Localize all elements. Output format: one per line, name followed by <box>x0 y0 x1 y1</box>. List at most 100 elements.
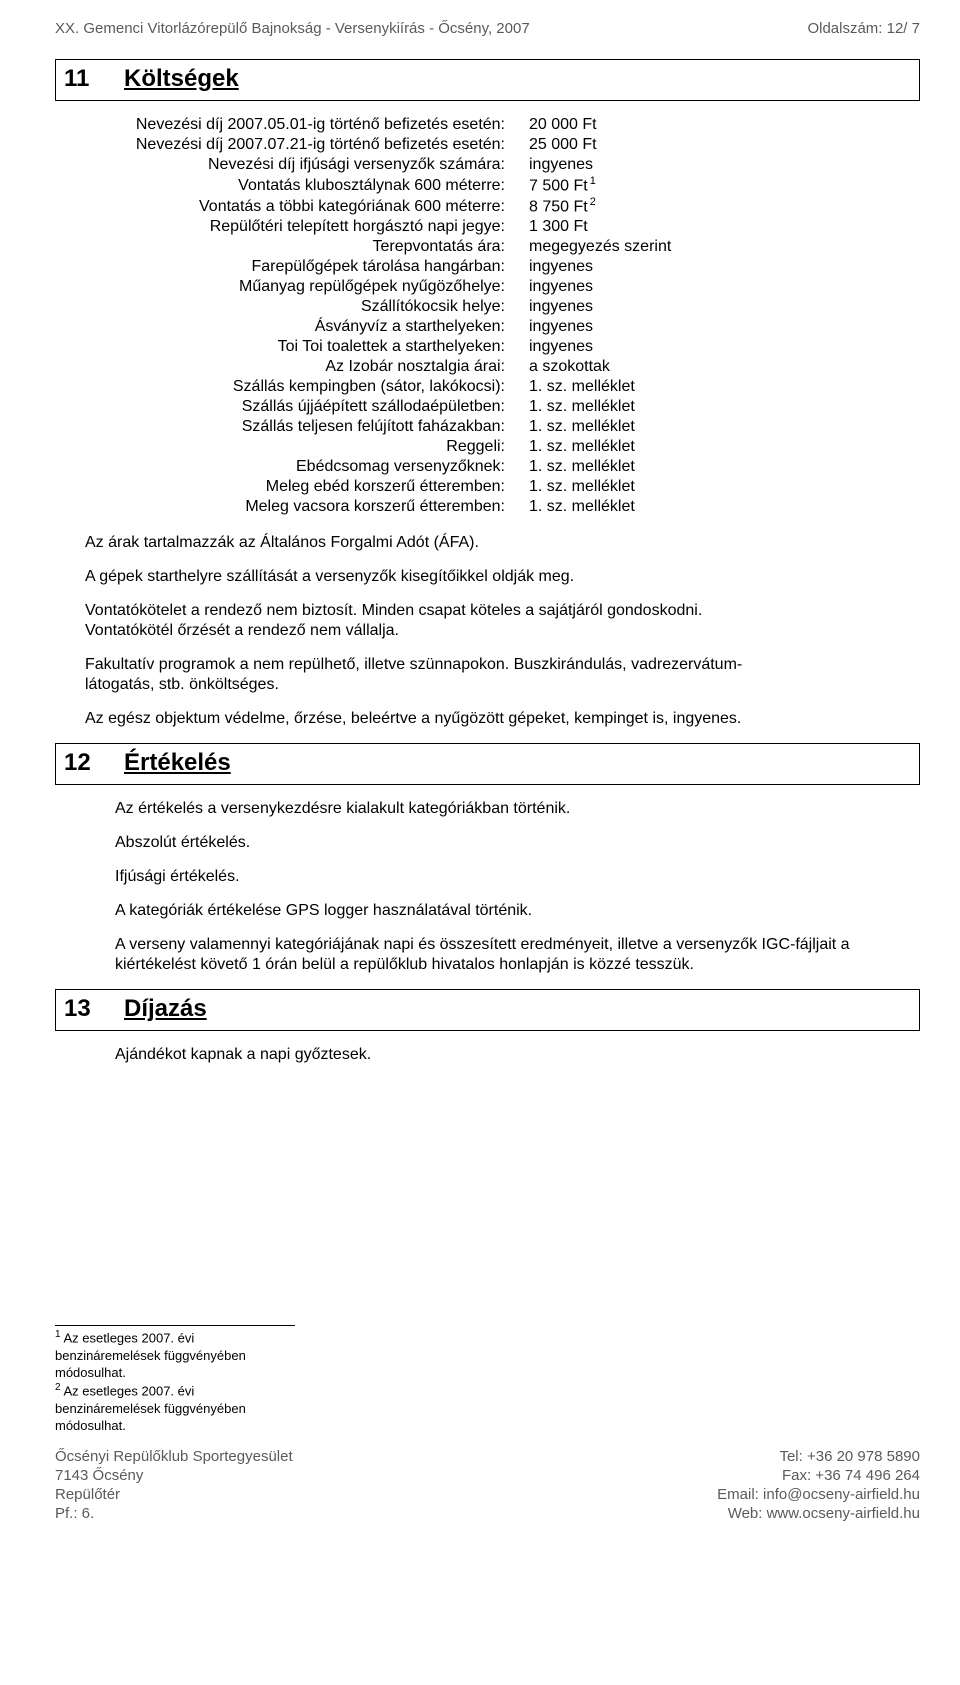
cost-row: Ásványvíz a starthelyeken:ingyenes <box>85 317 920 337</box>
s12-p5: A verseny valamennyi kategóriájának napi… <box>115 935 920 975</box>
footer-left-3: Repülőtér <box>55 1486 293 1505</box>
cost-row: Farepülőgépek tárolása hangárban:ingyene… <box>85 257 920 277</box>
cost-value: a szokottak <box>529 357 729 377</box>
cost-value: 20 000 Ft <box>529 115 729 135</box>
cost-label: Műanyag repülőgépek nyűgözőhelye: <box>85 277 529 297</box>
cost-label: Terepvontatás ára: <box>85 237 529 257</box>
cost-row: Vontatás a többi kategóriának 600 méterr… <box>85 196 920 217</box>
cost-row: Repülőtéri telepített horgásztó napi jeg… <box>85 217 920 237</box>
cost-row: Szállás újjáépített szállodaépületben:1.… <box>85 397 920 417</box>
cost-value: 1. sz. melléklet <box>529 377 729 397</box>
cost-value: 1. sz. melléklet <box>529 497 729 517</box>
cost-label: Meleg ebéd korszerű étteremben: <box>85 477 529 497</box>
cost-value: 1. sz. melléklet <box>529 437 729 457</box>
cost-row: Toi Toi toalettek a starthelyeken:ingyen… <box>85 337 920 357</box>
cost-value: 1. sz. melléklet <box>529 477 729 497</box>
section-12-num: 12 <box>64 748 124 778</box>
s12-p2: Abszolút értékelés. <box>115 833 920 853</box>
cost-label: Meleg vacsora korszerű étteremben: <box>85 497 529 517</box>
section-11-title: Költségek <box>124 64 239 94</box>
footer-right: Tel: +36 20 978 5890 Fax: +36 74 496 264… <box>717 1448 920 1523</box>
section-13-title: Díjazás <box>124 994 207 1024</box>
paragraph-vedelm: Az egész objektum védelme, őrzése, beleé… <box>85 709 920 729</box>
s12-p1: Az értékelés a versenykezdésre kialakult… <box>115 799 920 819</box>
section-11-num: 11 <box>64 64 124 94</box>
paragraph-kotel2: Vontatókötél őrzését a rendező nem válla… <box>85 621 920 641</box>
cost-value: ingyenes <box>529 337 729 357</box>
cost-value: megegyezés szerint <box>529 237 729 257</box>
cost-label: Reggeli: <box>85 437 529 457</box>
cost-value: 7 500 Ft1 <box>529 175 729 196</box>
cost-value: ingyenes <box>529 155 729 175</box>
footnote-2: 2 Az esetleges 2007. évi benzináremelése… <box>55 1381 295 1434</box>
cost-row: Meleg vacsora korszerű étteremben:1. sz.… <box>85 497 920 517</box>
cost-label: Ásványvíz a starthelyeken: <box>85 317 529 337</box>
cost-value: ingyenes <box>529 297 729 317</box>
document-page: XX. Gemenci Vitorlázórepülő Bajnokság - … <box>0 0 960 1685</box>
page-footer: Őcsényi Repülőklub Sportegyesület 7143 Ő… <box>55 1448 920 1523</box>
cost-label: Nevezési díj 2007.05.01-ig történő befiz… <box>85 115 529 135</box>
cost-footnote-ref: 2 <box>590 196 596 208</box>
footer-right-4: Web: www.ocseny-airfield.hu <box>717 1505 920 1524</box>
paragraph-start: A gépek starthelyre szállítását a versen… <box>85 567 920 587</box>
cost-value: 1. sz. melléklet <box>529 457 729 477</box>
cost-row: Terepvontatás ára:megegyezés szerint <box>85 237 920 257</box>
page-header: XX. Gemenci Vitorlázórepülő Bajnokság - … <box>55 20 920 39</box>
cost-value: 8 750 Ft2 <box>529 196 729 217</box>
cost-row: Szállás kempingben (sátor, lakókocsi):1.… <box>85 377 920 397</box>
section-13-num: 13 <box>64 994 124 1024</box>
paragraph-kotel1: Vontatókötelet a rendező nem biztosít. M… <box>85 601 920 621</box>
footer-left-1: Őcsényi Repülőklub Sportegyesület <box>55 1448 293 1467</box>
cost-value: 25 000 Ft <box>529 135 729 155</box>
cost-value: 1 300 Ft <box>529 217 729 237</box>
section-13-bar: 13 Díjazás <box>55 989 920 1031</box>
cost-row: Szállás teljesen felújított faházakban:1… <box>85 417 920 437</box>
footnote-2-text: Az esetleges 2007. évi benzináremelések … <box>55 1384 246 1433</box>
cost-row: Nevezési díj 2007.07.21-ig történő befiz… <box>85 135 920 155</box>
cost-row: Szállítókocsik helye:ingyenes <box>85 297 920 317</box>
cost-label: Toi Toi toalettek a starthelyeken: <box>85 337 529 357</box>
footer-right-2: Fax: +36 74 496 264 <box>717 1467 920 1486</box>
cost-row: Reggeli:1. sz. melléklet <box>85 437 920 457</box>
cost-footnote-ref: 1 <box>590 175 596 187</box>
cost-table: Nevezési díj 2007.05.01-ig történő befiz… <box>85 115 920 518</box>
cost-label: Szállás teljesen felújított faházakban: <box>85 417 529 437</box>
footer-right-3: Email: info@ocseny-airfield.hu <box>717 1486 920 1505</box>
header-left: XX. Gemenci Vitorlázórepülő Bajnokság - … <box>55 20 530 39</box>
section-11-bar: 11 Költségek <box>55 59 920 101</box>
cost-label: Nevezési díj ifjúsági versenyzők számára… <box>85 155 529 175</box>
cost-row: Műanyag repülőgépek nyűgözőhelye:ingyene… <box>85 277 920 297</box>
cost-row: Az Izobár nosztalgia árai:a szokottak <box>85 357 920 377</box>
cost-row: Nevezési díj 2007.05.01-ig történő befiz… <box>85 115 920 135</box>
cost-label: Farepülőgépek tárolása hangárban: <box>85 257 529 277</box>
cost-label: Az Izobár nosztalgia árai: <box>85 357 529 377</box>
s12-p3: Ifjúsági értékelés. <box>115 867 920 887</box>
s13-p1: Ajándékot kapnak a napi győztesek. <box>115 1045 920 1065</box>
footer-left-2: 7143 Őcsény <box>55 1467 293 1486</box>
cost-row: Meleg ebéd korszerű étteremben:1. sz. me… <box>85 477 920 497</box>
cost-value: ingyenes <box>529 277 729 297</box>
footer-left-4: Pf.: 6. <box>55 1505 293 1524</box>
cost-value: ingyenes <box>529 317 729 337</box>
section-12-title: Értékelés <box>124 748 231 778</box>
cost-value: ingyenes <box>529 257 729 277</box>
footnotes: 1 Az esetleges 2007. évi benzináremelése… <box>55 1325 295 1434</box>
footer-left: Őcsényi Repülőklub Sportegyesület 7143 Ő… <box>55 1448 293 1523</box>
cost-row: Nevezési díj ifjúsági versenyzők számára… <box>85 155 920 175</box>
section-12-bar: 12 Értékelés <box>55 743 920 785</box>
cost-row: Vontatás klubosztálynak 600 méterre:7 50… <box>85 175 920 196</box>
cost-label: Szállítókocsik helye: <box>85 297 529 317</box>
cost-label: Repülőtéri telepített horgásztó napi jeg… <box>85 217 529 237</box>
cost-label: Nevezési díj 2007.07.21-ig történő befiz… <box>85 135 529 155</box>
footer-right-1: Tel: +36 20 978 5890 <box>717 1448 920 1467</box>
footnote-1: 1 Az esetleges 2007. évi benzináremelése… <box>55 1328 295 1381</box>
cost-label: Vontatás klubosztálynak 600 méterre: <box>85 176 529 196</box>
paragraph-fakult2: látogatás, stb. önköltséges. <box>85 675 920 695</box>
cost-row: Ebédcsomag versenyzőknek:1. sz. mellékle… <box>85 457 920 477</box>
cost-label: Ebédcsomag versenyzőknek: <box>85 457 529 477</box>
paragraph-afa: Az árak tartalmazzák az Általános Forgal… <box>85 533 920 553</box>
cost-label: Szállás újjáépített szállodaépületben: <box>85 397 529 417</box>
paragraph-fakult1: Fakultatív programok a nem repülhető, il… <box>85 655 920 675</box>
header-right: Oldalszám: 12/ 7 <box>807 20 920 39</box>
s12-p4: A kategóriák értékelése GPS logger haszn… <box>115 901 920 921</box>
